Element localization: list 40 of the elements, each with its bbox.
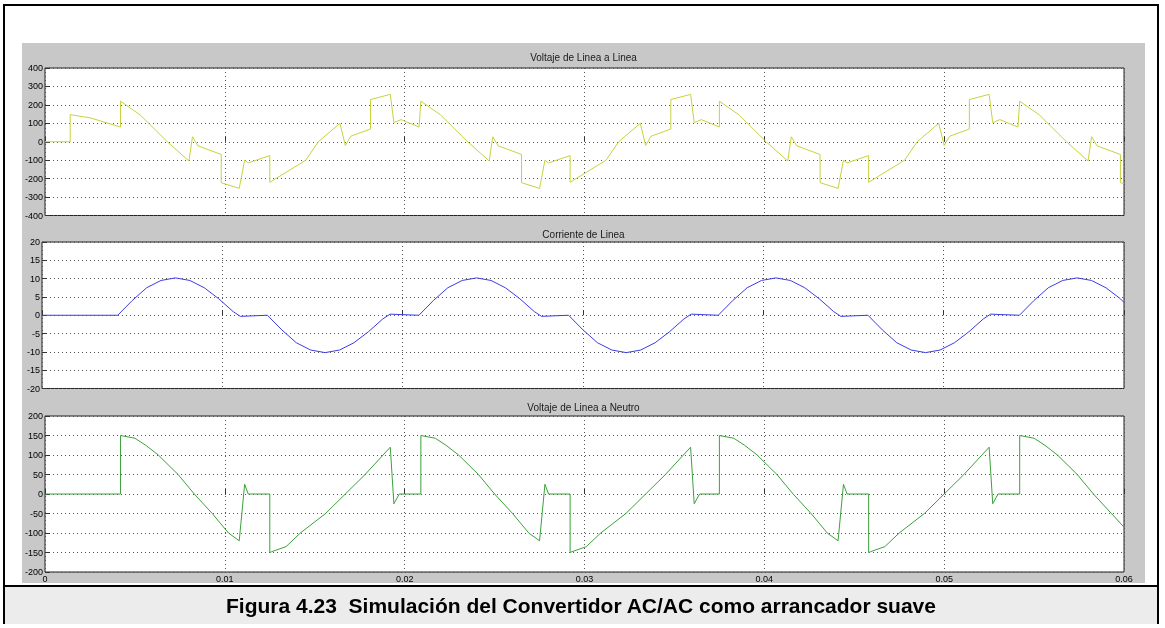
line-series: [44, 435, 1125, 553]
y-tick-label: 0: [38, 136, 44, 147]
chart-title: Voltaje de Linea a Linea: [530, 51, 638, 63]
line-series: [41, 277, 1125, 354]
y-tick-label: -5: [31, 328, 40, 339]
y-tick-label: 10: [29, 273, 40, 284]
x-tick-label: 0.02: [395, 573, 414, 584]
y-tick-label: 5: [34, 291, 40, 302]
y-tick-label: 200: [27, 99, 44, 110]
y-tick-label: 20: [29, 237, 40, 247]
y-tick-label: -50: [30, 508, 44, 519]
y-tick-label: -300: [25, 192, 44, 203]
y-tick-label: 15: [29, 255, 40, 266]
y-tick-label: -100: [25, 528, 44, 538]
y-tick-label: -200: [25, 173, 44, 184]
y-tick-label: 150: [27, 430, 44, 441]
y-tick-label: 200: [27, 411, 44, 421]
y-tick-label: -200: [25, 567, 44, 577]
x-tick-label: 0.04: [755, 573, 774, 584]
y-tick-label: 100: [27, 118, 44, 129]
y-tick-label: 300: [27, 81, 44, 92]
y-tick-label: -15: [26, 365, 40, 376]
y-tick-label: 0: [34, 310, 40, 321]
text: Figura 4.23 Simulación del Convertidor AC/AC como arrancador suave: [5, 585, 1157, 624]
line-series: [44, 93, 1125, 189]
x-tick-label: 0.06: [1115, 573, 1133, 584]
y-tick-label: 50: [33, 469, 44, 480]
y-tick-label: 100: [27, 450, 44, 460]
y-tick-label: -10: [26, 346, 40, 357]
chart-title: Voltaje de Linea a Neutro: [527, 401, 641, 413]
x-tick-label: 0.03: [575, 573, 594, 584]
y-tick-label: 0: [38, 489, 44, 499]
chart-title: Corriente de Linea: [542, 228, 626, 240]
y-tick-label: -100: [25, 155, 44, 166]
x-tick-label: 0.05: [935, 573, 953, 584]
y-tick-label: -150: [25, 547, 44, 558]
y-tick-label: -20: [26, 383, 40, 394]
y-tick-label: 400: [27, 63, 44, 73]
x-tick-label: 0.01: [216, 573, 234, 584]
y-tick-label: -400: [25, 210, 44, 221]
